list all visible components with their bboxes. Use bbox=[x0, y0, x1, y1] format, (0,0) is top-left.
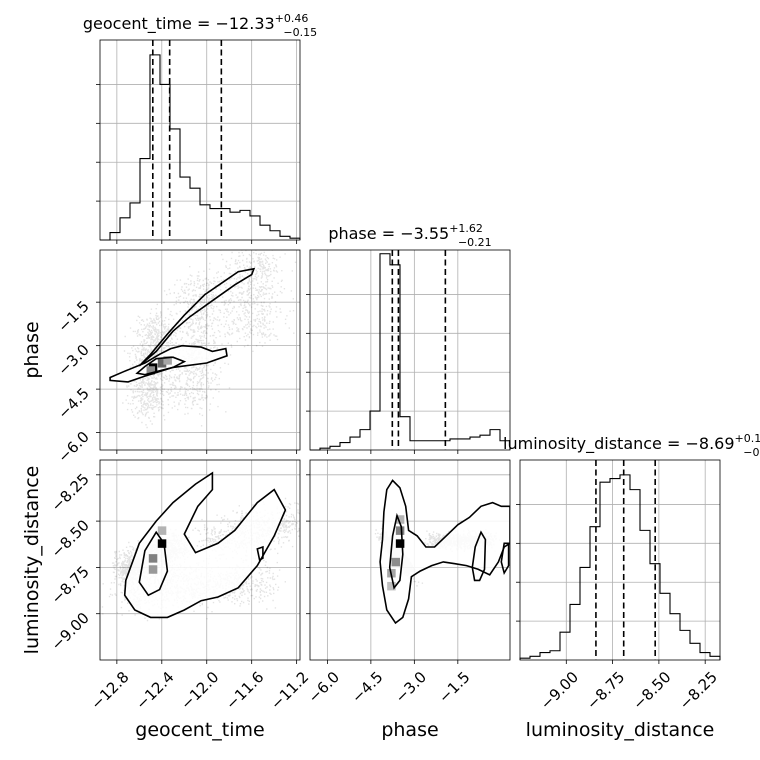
y-tick-label: −6.0 bbox=[54, 428, 92, 466]
axes-frame bbox=[309, 459, 511, 661]
x-tick-label: −12.8 bbox=[87, 668, 132, 713]
density-cell bbox=[148, 554, 158, 563]
y-tick-label: −8.75 bbox=[48, 563, 93, 608]
x-tick-label: −3.0 bbox=[392, 668, 430, 706]
scatter-panel-phase-luminosity_distance bbox=[309, 459, 511, 661]
hist-panel-geocent_time: geocent_time = −12.33+0.46 −0.15 bbox=[83, 12, 317, 240]
density-cell bbox=[395, 515, 405, 524]
axes-frame bbox=[309, 249, 511, 451]
panel-title-phase: phase = −3.55+1.62 −0.21 bbox=[328, 222, 491, 249]
x-tick-label: −9.00 bbox=[537, 668, 582, 713]
density-cell bbox=[157, 526, 167, 535]
hist-panel-luminosity_distance: luminosity_distance = −8.69+0.17−0.15 bbox=[503, 432, 760, 661]
x-tick-label: −11.2 bbox=[267, 668, 312, 713]
density-cell bbox=[395, 526, 405, 535]
contour-line bbox=[123, 471, 287, 619]
contour-line bbox=[135, 356, 187, 376]
y-tick-label: −9.00 bbox=[48, 609, 93, 654]
contour-fill bbox=[380, 480, 510, 623]
y-axis-label-luminosity_distance: luminosity_distance bbox=[21, 466, 43, 655]
histogram-geocent_time bbox=[100, 55, 300, 240]
y-axis-label-phase: phase bbox=[21, 321, 43, 378]
contour-line bbox=[138, 267, 256, 367]
panel-title-luminosity_distance: luminosity_distance = −8.69+0.17−0.15 bbox=[503, 432, 760, 459]
y-tick-label: −3.0 bbox=[54, 341, 92, 379]
x-tick-label: −12.4 bbox=[132, 668, 177, 713]
y-tick-label: −8.25 bbox=[48, 470, 93, 515]
y-tick-label: −4.5 bbox=[54, 384, 92, 422]
hist-panel-phase: phase = −3.55+1.62 −0.21 bbox=[306, 222, 510, 450]
scatter-panel-geocent_time-luminosity_distance bbox=[99, 459, 301, 661]
sample-points bbox=[119, 250, 297, 429]
contour-line bbox=[471, 530, 487, 582]
axes-frame bbox=[99, 459, 301, 661]
x-axis-label-geocent_time: geocent_time bbox=[135, 719, 264, 741]
x-axis-label-phase: phase bbox=[381, 719, 438, 741]
density-cell bbox=[148, 565, 158, 574]
density-cell bbox=[146, 366, 156, 375]
x-tick-label: −4.5 bbox=[348, 668, 386, 706]
contour-fill bbox=[124, 473, 286, 618]
density-cell bbox=[157, 359, 167, 368]
sample-points bbox=[101, 497, 300, 622]
y-tick-label: −8.50 bbox=[48, 516, 93, 561]
scatter-panel-geocent_time-phase bbox=[99, 249, 301, 451]
histogram-phase bbox=[310, 254, 510, 450]
x-tick-label: −8.50 bbox=[629, 668, 674, 713]
density-cell bbox=[157, 539, 167, 548]
contour-line bbox=[388, 512, 404, 590]
x-tick-label: −1.5 bbox=[435, 668, 473, 706]
axes-frame bbox=[519, 459, 721, 661]
x-tick-label: −11.6 bbox=[222, 668, 267, 713]
x-tick-label: −8.25 bbox=[676, 668, 721, 713]
contour-line bbox=[379, 479, 510, 625]
density-cell bbox=[163, 356, 172, 365]
axes-frame bbox=[99, 39, 301, 241]
contour-line bbox=[138, 530, 169, 597]
axes-frame bbox=[99, 249, 301, 451]
density-cell bbox=[395, 539, 405, 548]
density-cell bbox=[387, 581, 396, 591]
panel-title-geocent_time: geocent_time = −12.33+0.46 −0.15 bbox=[83, 12, 317, 39]
histogram-luminosity_distance bbox=[520, 475, 720, 660]
contour-line bbox=[109, 344, 228, 383]
x-tick-label: −8.75 bbox=[583, 668, 628, 713]
x-tick-label: −12.0 bbox=[177, 668, 222, 713]
x-axis-label-luminosity_distance: luminosity_distance bbox=[526, 719, 715, 741]
x-tick-label: −6.0 bbox=[305, 668, 343, 706]
contour-line bbox=[500, 542, 510, 576]
contour-line bbox=[256, 545, 264, 562]
density-cell bbox=[391, 557, 401, 567]
y-tick-label: −1.5 bbox=[54, 297, 92, 335]
